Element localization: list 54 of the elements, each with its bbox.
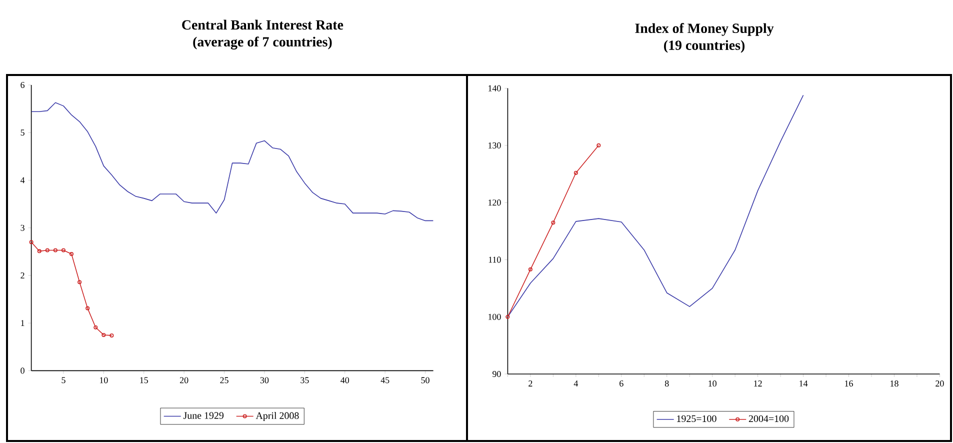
- chart-title: Index of Money Supply: [635, 23, 774, 36]
- x-tick-label: 5: [62, 377, 66, 384]
- y-tick-label: 4: [20, 177, 25, 184]
- point: [528, 267, 532, 272]
- x-tick-label: 20: [180, 377, 188, 384]
- x-tick-label: 16: [845, 380, 853, 387]
- x-tick-label: 45: [380, 377, 390, 384]
- chart-subtitle: (average of 7 countries): [193, 36, 332, 50]
- y-tick-label: 5: [20, 130, 24, 136]
- x-tick-label: 40: [340, 377, 350, 384]
- line-series: [508, 94, 804, 318]
- point: [53, 248, 58, 252]
- x-tick-label: 12: [754, 380, 762, 386]
- legend-label: April 2008: [256, 412, 299, 422]
- x-tick-label: 2: [528, 380, 532, 386]
- point: [102, 332, 106, 337]
- x-tick-label: 6: [620, 380, 624, 387]
- y-tick-label: 140: [488, 85, 501, 92]
- x-tick-label: 14: [800, 380, 808, 386]
- y-tick-label: 6: [20, 82, 25, 88]
- legend-label: 1925=100: [677, 415, 716, 422]
- y-tick-label: 1: [21, 320, 24, 326]
- point: [61, 248, 66, 252]
- point: [45, 248, 50, 252]
- point: [70, 252, 74, 256]
- point: [94, 325, 98, 330]
- y-tick-label: 3: [20, 224, 24, 231]
- point: [37, 249, 42, 254]
- y-tick-label: 90: [492, 370, 501, 378]
- x-tick-label: 25: [220, 377, 228, 384]
- x-tick-label: 30: [260, 377, 269, 384]
- chart-title: Central Bank Interest Rate: [182, 20, 344, 30]
- y-tick-label: 0: [20, 368, 24, 374]
- x-tick-label: 15: [140, 377, 148, 384]
- point: [574, 170, 578, 175]
- y-tick-label: 100: [488, 314, 501, 320]
- x-tick-label: 18: [890, 380, 898, 387]
- x-tick-label: 8: [664, 380, 669, 387]
- x-tick-label: 10: [100, 377, 108, 384]
- chart-subtitle: (19 countries): [664, 40, 745, 53]
- y-tick-label: 110: [488, 256, 501, 263]
- y-tick-label: 130: [488, 142, 501, 148]
- x-tick-label: 20: [936, 380, 944, 387]
- point: [551, 220, 556, 225]
- x-tick-label: 35: [300, 377, 309, 384]
- y-tick-label: 120: [488, 200, 501, 206]
- legend-label: June 1929: [183, 412, 224, 419]
- x-tick-label: 50: [421, 377, 430, 384]
- point: [78, 280, 82, 284]
- legend-label: 2004=100: [748, 415, 789, 422]
- point: [86, 306, 90, 310]
- y-tick-label: 2: [20, 272, 24, 278]
- x-tick-label: 4: [574, 380, 578, 386]
- x-tick-label: 10: [708, 380, 716, 387]
